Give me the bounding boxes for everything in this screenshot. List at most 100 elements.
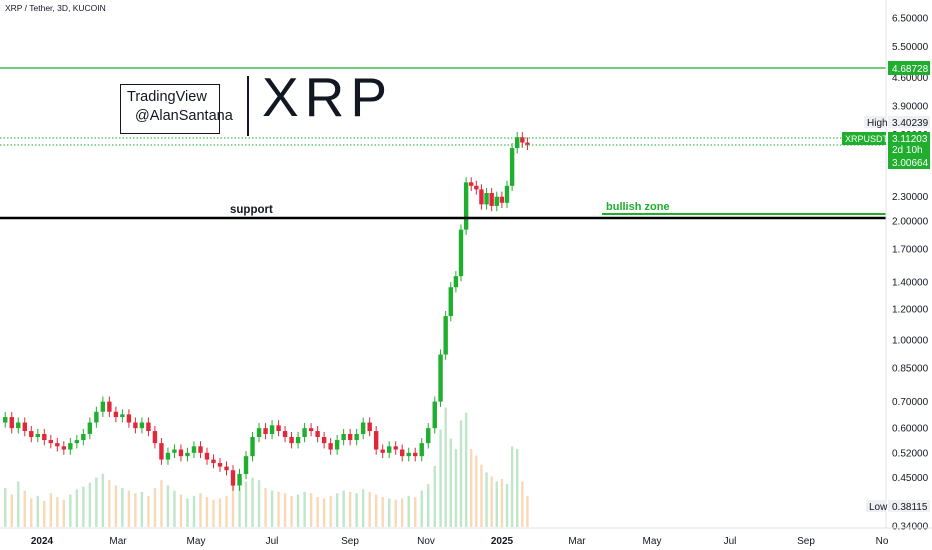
candle-body	[250, 437, 255, 457]
candle-body	[393, 446, 398, 450]
prev-price-tag	[888, 156, 930, 169]
watermark-line1: TradingView	[127, 89, 207, 105]
candle-body	[61, 446, 67, 450]
candle-body	[9, 417, 14, 429]
candle-body	[360, 422, 366, 435]
candle-body	[432, 401, 437, 429]
time-axis[interactable]: 2024 Mar May Jul Sep Nov 2025 Mar May Jul Sep No	[0, 527, 932, 547]
candle-body	[525, 142, 530, 145]
volume-bar	[30, 498, 33, 527]
candle-body	[263, 428, 268, 435]
time-tick-label: Jul	[724, 536, 737, 547]
candle-body	[230, 470, 236, 486]
time-tick-label: No	[876, 536, 889, 547]
volume-bar	[192, 495, 196, 527]
candle-body	[113, 411, 119, 418]
volume-bar	[459, 420, 463, 527]
candle-body	[448, 287, 453, 317]
volume-bar	[10, 494, 13, 527]
time-tick-label: Sep	[341, 536, 359, 547]
volume-bar	[414, 497, 417, 527]
volume-bar	[464, 412, 468, 527]
volume-bar	[510, 446, 514, 527]
volume-bar	[368, 491, 371, 527]
watermark-divider	[247, 76, 249, 136]
volume-bar	[329, 495, 332, 527]
candle-body	[172, 449, 177, 453]
volume-bar	[500, 478, 504, 527]
candle-body	[458, 229, 464, 277]
volume-bar	[69, 494, 72, 527]
candle-body	[302, 428, 307, 438]
volume-bar	[82, 486, 85, 527]
volume-bar	[407, 495, 410, 527]
volume-bar	[449, 438, 452, 527]
chart-title: XRP / Tether, 3D, KUCOIN	[5, 3, 106, 13]
price-tick-label: 0.45000	[892, 473, 929, 484]
volume-bar	[521, 481, 524, 527]
volume-bar	[257, 480, 261, 527]
candle-body	[42, 434, 47, 441]
volume-bar	[101, 473, 105, 527]
candle-body	[489, 193, 494, 206]
symbol-tag-text: XRPUSDT	[845, 134, 889, 144]
price-axis[interactable]: 6.500005.500004.600003.900003.300002.800…	[842, 0, 930, 533]
volume-bar	[173, 490, 176, 527]
volume-bar	[186, 498, 189, 527]
candle-body	[152, 431, 158, 444]
volume-bar	[75, 489, 79, 527]
price-tick-label: 0.52000	[892, 448, 929, 459]
candle-body	[426, 428, 431, 444]
candle-body	[321, 437, 327, 444]
candle-body	[282, 431, 288, 438]
candle-body	[419, 443, 424, 457]
symbol-tag	[842, 132, 886, 145]
volume-bar	[43, 501, 46, 527]
candle-body	[107, 401, 112, 412]
candle-body	[453, 276, 459, 288]
candle-body	[269, 425, 275, 435]
candle-body	[55, 443, 60, 447]
price-tick-label: 1.70000	[892, 244, 929, 255]
volume-bar	[348, 491, 352, 527]
candle-body	[22, 422, 27, 432]
candle-body	[276, 425, 281, 432]
price-tick-label: 4.60000	[892, 73, 929, 84]
candle-body	[515, 137, 520, 149]
high-label-tag	[864, 116, 886, 128]
volume-bar	[205, 497, 209, 527]
volume-bar	[231, 482, 235, 527]
candle-body	[68, 443, 73, 450]
candle-body	[35, 434, 40, 438]
candle-body	[413, 452, 418, 457]
volume-bar	[374, 494, 378, 527]
candle-body	[341, 434, 346, 441]
candle-body	[74, 440, 80, 444]
volume-bar	[309, 493, 313, 527]
volume-bar	[199, 493, 202, 527]
candle-body	[479, 189, 484, 205]
volume-bar	[401, 498, 404, 527]
candle-body	[499, 196, 505, 203]
volume-bar	[355, 493, 358, 527]
candle-body	[48, 440, 54, 444]
candle-body	[165, 452, 171, 460]
volume-bar	[322, 498, 326, 527]
volume-bar	[179, 494, 183, 527]
volume-bar	[270, 490, 274, 527]
volume-bar	[36, 495, 39, 527]
volume-bar	[218, 498, 222, 527]
candle-body	[120, 414, 125, 418]
price-tick-label: 0.60000	[892, 424, 929, 435]
volume-bar	[140, 491, 144, 527]
candle-body	[185, 452, 190, 457]
level-layer	[0, 67, 886, 220]
time-tick-label: May	[643, 536, 662, 547]
candle-body	[354, 434, 359, 441]
high-value-text: 3.40239	[892, 118, 929, 129]
volume-bar	[160, 480, 163, 527]
volume-bar	[303, 491, 306, 527]
candle-body	[16, 422, 21, 429]
volume-bar	[290, 495, 293, 527]
